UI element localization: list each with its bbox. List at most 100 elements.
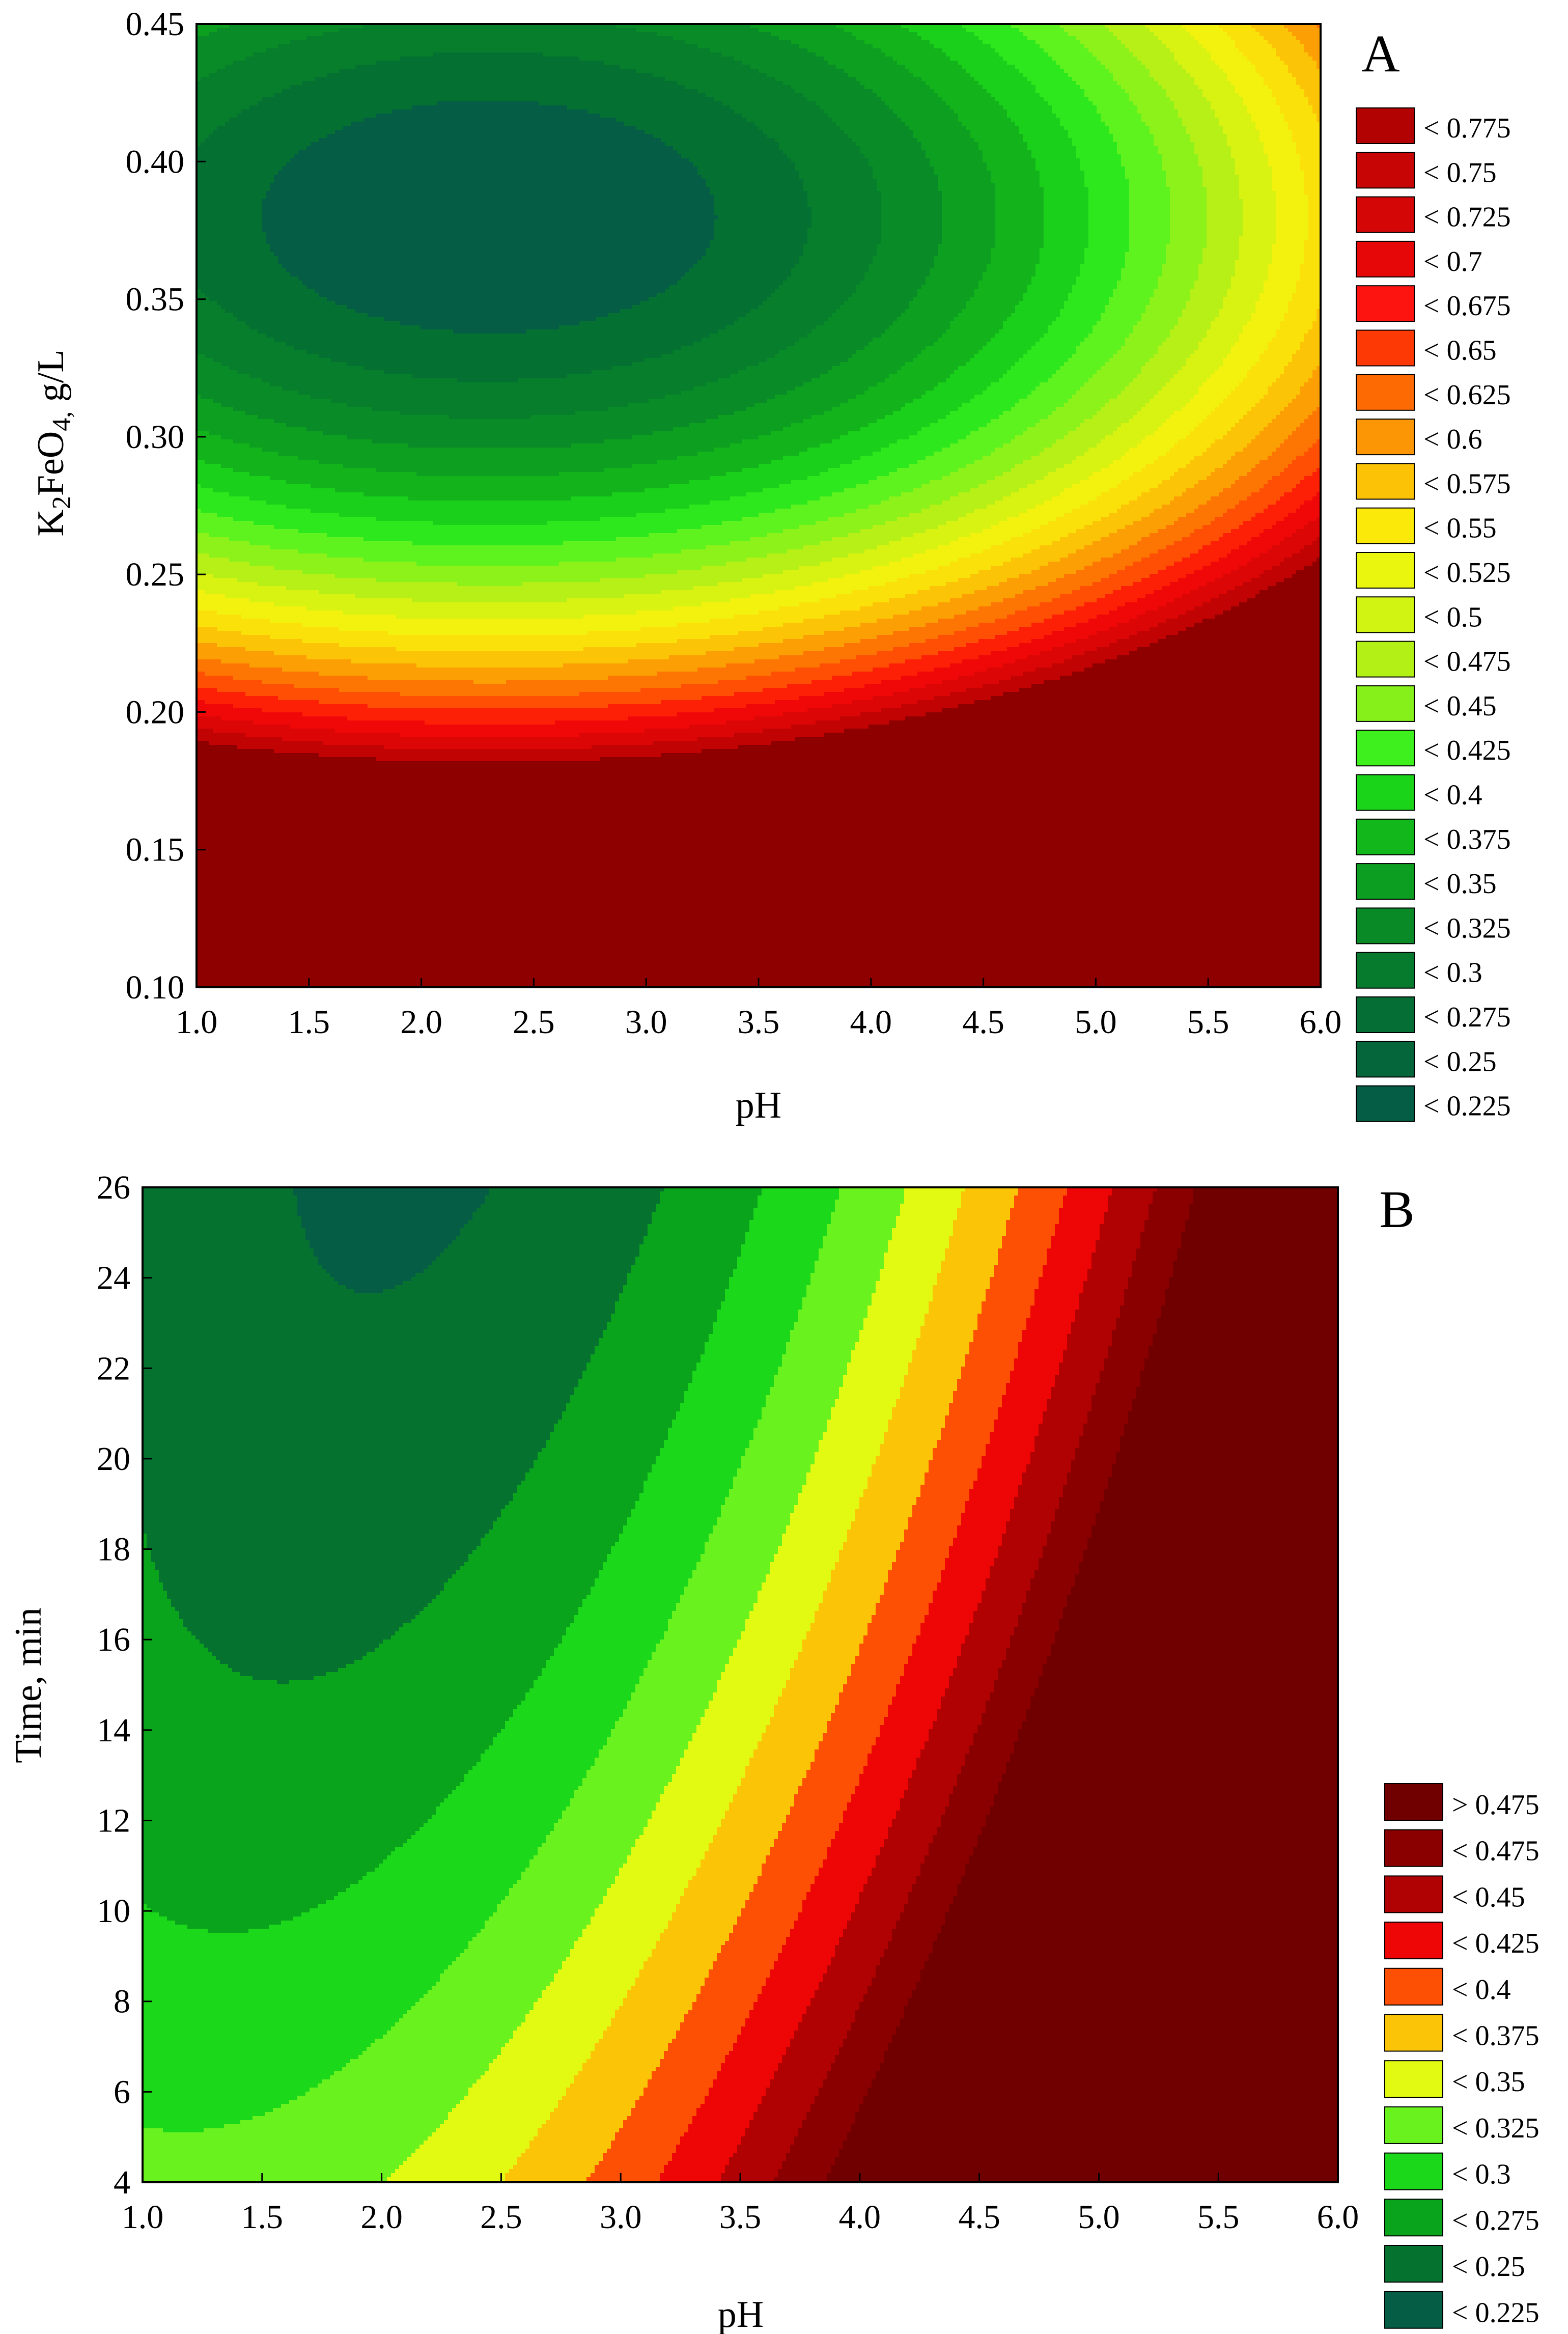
contour-cell xyxy=(983,549,1032,554)
contour-cell xyxy=(957,1383,1006,1387)
contour-cell xyxy=(1019,126,1065,130)
contour-cell xyxy=(289,1680,534,1685)
contour-cell xyxy=(1129,97,1170,102)
contour-cell xyxy=(1284,558,1317,562)
contour-cell xyxy=(1162,85,1199,90)
contour-cell xyxy=(661,700,775,705)
contour-cell xyxy=(802,1301,872,1306)
contour-cell xyxy=(656,1644,738,1648)
contour-cell xyxy=(1007,317,1056,322)
contour-cell xyxy=(1255,305,1289,310)
contour-cell xyxy=(1140,1232,1182,1237)
contour-cell xyxy=(237,745,384,749)
contour-cell xyxy=(1264,81,1297,86)
contour-cell xyxy=(619,1717,701,1721)
contour-cell xyxy=(1154,138,1191,143)
contour-cell xyxy=(1219,309,1256,314)
contour-cell xyxy=(1223,126,1256,130)
contour-cell xyxy=(1121,154,1162,159)
contour-cell xyxy=(566,1403,681,1408)
contour-cell xyxy=(652,1220,750,1225)
contour-cell xyxy=(326,1900,501,1905)
contour-cell xyxy=(1072,590,1113,595)
contour-cell xyxy=(1023,73,1069,77)
contour-cell xyxy=(1223,464,1256,468)
contour-cell xyxy=(900,1676,949,1681)
contour-cell xyxy=(1079,1562,1338,1567)
contour-cell xyxy=(643,1961,713,1966)
contour-cell xyxy=(745,1240,823,1245)
contour-cell xyxy=(1129,545,1166,550)
contour-cell xyxy=(684,1591,758,1595)
contour-cell xyxy=(860,427,922,432)
contour-cell xyxy=(1088,199,1130,204)
contour-cell xyxy=(991,382,1040,387)
contour-cell xyxy=(217,643,340,648)
contour-cell xyxy=(742,439,832,444)
contour-cell xyxy=(643,1481,734,1485)
contour-cell xyxy=(986,1709,1027,1713)
contour-cell xyxy=(1174,374,1211,379)
contour-cell xyxy=(1120,1314,1161,1318)
contour-cell xyxy=(1055,1375,1100,1379)
contour-cell xyxy=(905,716,1321,721)
contour-cell xyxy=(1023,553,1069,558)
contour-cell xyxy=(1003,663,1052,668)
contour-cell xyxy=(1141,558,1183,562)
contour-cell xyxy=(197,146,307,151)
contour-cell xyxy=(1231,427,1264,432)
contour-cell xyxy=(921,146,979,151)
contour-cell xyxy=(1072,655,1117,660)
contour-cell xyxy=(893,109,955,114)
contour-cell xyxy=(464,1224,648,1229)
contour-cell xyxy=(1158,150,1195,155)
contour-cell xyxy=(611,1729,697,1734)
contour-cell xyxy=(1268,386,1301,391)
legend-swatch xyxy=(1356,818,1415,855)
contour-cell xyxy=(692,1876,758,1880)
contour-cell xyxy=(941,1815,986,1819)
contour-cell xyxy=(197,745,238,749)
contour-cell xyxy=(197,32,209,37)
contour-cell xyxy=(798,1916,852,1921)
contour-cell xyxy=(464,1778,583,1783)
contour-cell xyxy=(1272,89,1305,94)
contour-cell xyxy=(969,1627,1015,1632)
contour-cell xyxy=(627,1701,709,1705)
contour-cell xyxy=(1264,36,1297,41)
contour-cell xyxy=(684,2018,746,2023)
contour-cell xyxy=(1101,578,1142,582)
contour-cell xyxy=(912,1774,958,1779)
contour-cell xyxy=(1128,1411,1338,1416)
contour-cell xyxy=(726,720,816,725)
contour-cell xyxy=(867,1986,917,1990)
contour-cell xyxy=(717,1827,782,1831)
contour-cell xyxy=(1288,305,1321,310)
contour-cell xyxy=(1170,228,1207,232)
contour-cell xyxy=(562,1815,652,1819)
contour-cell xyxy=(1227,460,1260,464)
contour-cell xyxy=(753,2002,811,2007)
contour-cell xyxy=(197,716,221,721)
contour-cell xyxy=(197,663,250,668)
contour-cell xyxy=(799,175,873,179)
contour-cell xyxy=(713,1965,774,1970)
contour-cell xyxy=(929,1603,978,1607)
contour-cell xyxy=(428,1990,542,1994)
contour-cell xyxy=(912,1358,966,1363)
contour-cell xyxy=(859,1334,921,1339)
contour-cell xyxy=(828,578,898,582)
contour-cell xyxy=(197,61,234,65)
contour-cell xyxy=(1280,443,1313,448)
contour-cell xyxy=(905,122,963,126)
contour-cell xyxy=(209,134,327,138)
contour-cell xyxy=(648,1957,717,1962)
contour-cell xyxy=(929,1464,982,1469)
contour-cell xyxy=(807,236,881,240)
contour-cell xyxy=(877,183,938,187)
contour-cell xyxy=(1317,114,1321,118)
contour-cell xyxy=(1227,553,1260,558)
contour-cell xyxy=(477,1546,611,1550)
contour-cell xyxy=(1117,623,1158,627)
contour-cell xyxy=(1198,162,1236,167)
